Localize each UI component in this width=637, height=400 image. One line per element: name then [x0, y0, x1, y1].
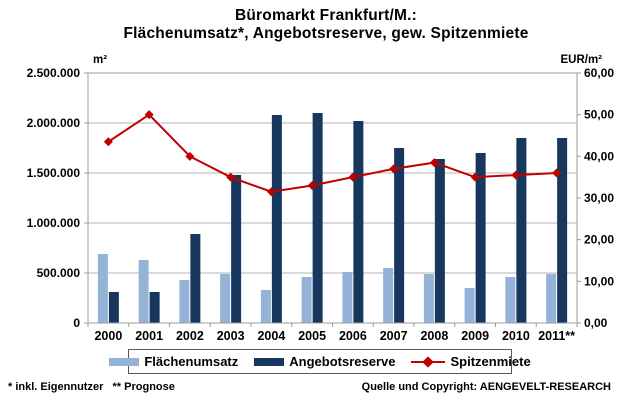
x-axis-label-2001: 2001: [135, 329, 163, 343]
footnote: * inkl. Eigennutzer ** Prognose: [8, 381, 175, 393]
chart-title-line1: Büromarkt Frankfurt/M.:: [234, 7, 417, 24]
left-axis-tick-label: 0: [73, 316, 80, 330]
bar-fl-chenumsatz-2002: [179, 280, 190, 323]
marker-spitzenmiete-2008: [429, 158, 439, 168]
bar-fl-chenumsatz-2006: [342, 272, 353, 323]
right-axis-tick-label: 10,00: [584, 274, 614, 288]
legend-swatch-flaechenumsatz: [109, 357, 140, 366]
right-axis-tick-label: 60,00: [584, 66, 614, 80]
legend-item-angebotsreserve: Angebotsreserve: [254, 354, 395, 369]
bar-angebotsreserve-2001: [149, 292, 160, 323]
right-axis-tick-label: 30,00: [584, 191, 614, 205]
bar-fl-chenumsatz-2011: [546, 274, 557, 323]
source-copyright: Quelle und Copyright: AENGEVELT-RESEARCH: [361, 381, 611, 393]
legend-swatch-spitzenmiete: [411, 355, 446, 368]
legend-diamond-icon: [422, 355, 435, 368]
bar-angebotsreserve-2008: [434, 159, 445, 323]
bar-fl-chenumsatz-2004: [260, 290, 271, 323]
x-axis-label-2006: 2006: [339, 329, 367, 343]
marker-spitzenmiete-2009: [470, 172, 480, 182]
marker-spitzenmiete-2000: [103, 137, 113, 147]
bar-angebotsreserve-2000: [108, 292, 119, 323]
right-axis-tick-label: 50,00: [584, 108, 614, 122]
x-axis-label-2003: 2003: [217, 329, 245, 343]
bar-fl-chenumsatz-2009: [464, 288, 475, 323]
legend-label-spitzenmiete: Spitzenmiete: [450, 354, 531, 369]
marker-spitzenmiete-2007: [389, 164, 399, 174]
x-axis-label-2000: 2000: [94, 329, 122, 343]
marker-spitzenmiete-2006: [348, 172, 358, 182]
right-axis-unit-label: EUR/m²: [560, 54, 602, 66]
marker-spitzenmiete-2003: [226, 172, 236, 182]
line-spitzenmiete: [107, 113, 557, 193]
x-axis-label-2005: 2005: [298, 329, 326, 343]
legend-item-flaechenumsatz: Flächenumsatz: [109, 354, 238, 369]
bar-angebotsreserve-2004: [271, 115, 282, 323]
left-axis-tick-label: 1.500.000: [27, 166, 81, 180]
x-axis-label-2010: 2010: [502, 329, 530, 343]
x-axis-label-2007: 2007: [380, 329, 408, 343]
left-axis-tick-label: 2.500.000: [27, 66, 81, 80]
bar-fl-chenumsatz-2003: [220, 274, 231, 323]
bar-angebotsreserve-2007: [394, 148, 405, 323]
left-axis-tick-label: 1.000.000: [27, 216, 81, 230]
marker-spitzenmiete-2010: [511, 170, 521, 180]
right-axis-tick-label: 20,00: [584, 233, 614, 247]
marker-spitzenmiete-2005: [307, 181, 317, 190]
x-axis-label-2004: 2004: [257, 329, 285, 343]
legend-item-spitzenmiete: Spitzenmiete: [411, 354, 531, 369]
bar-fl-chenumsatz-2010: [505, 277, 516, 323]
marker-spitzenmiete-2002: [185, 151, 195, 161]
right-axis-tick-label: 40,00: [584, 149, 614, 163]
bar-angebotsreserve-2005: [312, 113, 323, 323]
left-axis-tick-label: 2.000.000: [27, 116, 81, 130]
bar-fl-chenumsatz-2007: [383, 268, 394, 323]
left-axis-tick-label: 500.000: [37, 266, 81, 280]
left-axis-unit-label: m²: [93, 54, 108, 66]
marker-spitzenmiete-2004: [266, 187, 276, 197]
marker-spitzenmiete-2001: [144, 110, 154, 120]
legend-label-angebotsreserve: Angebotsreserve: [289, 354, 396, 369]
x-axis-label-2009: 2009: [461, 329, 489, 343]
bar-fl-chenumsatz-2008: [423, 274, 434, 323]
plot-frame: [87, 72, 578, 324]
legend-label-flaechenumsatz: Flächenumsatz: [144, 354, 239, 369]
bar-fl-chenumsatz-2005: [301, 277, 312, 323]
x-axis-label-2002: 2002: [176, 329, 204, 343]
x-axis-label-2008: 2008: [420, 329, 448, 343]
x-axis-label-2011: 2011**: [538, 329, 575, 343]
bar-fl-chenumsatz-2000: [97, 254, 108, 323]
bar-fl-chenumsatz-2001: [138, 260, 149, 323]
bar-angebotsreserve-2002: [190, 234, 201, 323]
chart-title: Büromarkt Frankfurt/M.: Flächenumsatz*, …: [0, 7, 637, 43]
legend-swatch-angebotsreserve: [254, 357, 285, 366]
bar-angebotsreserve-2003: [231, 175, 242, 323]
right-axis-tick-label: 0,00: [584, 316, 608, 330]
bar-angebotsreserve-2009: [475, 153, 486, 323]
marker-spitzenmiete-2011: [552, 168, 562, 178]
bar-angebotsreserve-2011: [557, 138, 568, 323]
legend: Flächenumsatz Angebotsreserve Spitzenmie…: [109, 349, 531, 374]
chart-title-line2: Flächenumsatz*, Angebotsreserve, gew. Sp…: [123, 25, 529, 42]
bar-angebotsreserve-2010: [516, 138, 527, 323]
bar-angebotsreserve-2006: [353, 121, 364, 323]
